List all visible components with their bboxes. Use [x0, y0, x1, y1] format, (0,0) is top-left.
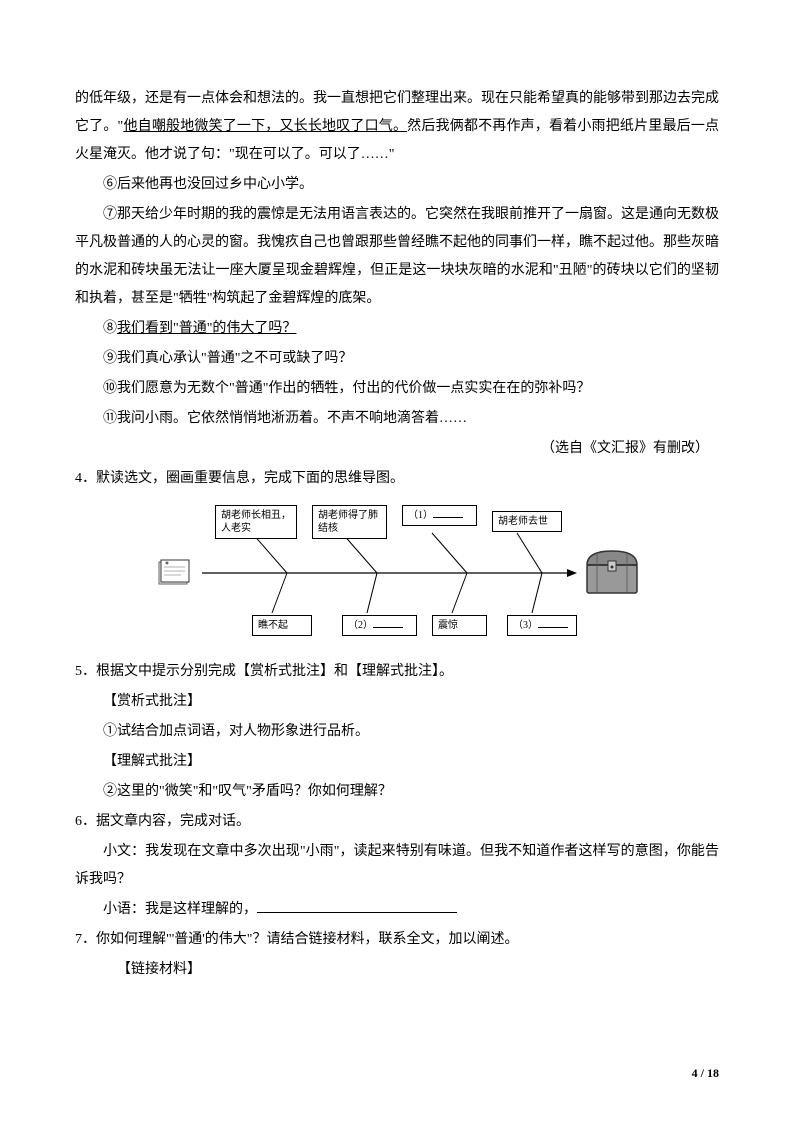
sub-text: ①试结合加点词语，对人物形象进行品析。 — [103, 724, 369, 739]
text-segment: ⑦那天给少年时期的我的震惊是无法用语言表达的。它突然在我眼前推开了一扇窗。这是通… — [75, 207, 719, 306]
question-5-sub2: ①试结合加点词语，对人物形象进行品析。 — [75, 718, 719, 746]
body-paragraph-2: ⑥后来他再也没回过乡中心小学。 — [75, 171, 719, 199]
question-text: 7．你如何理解"'普通'的伟大"？请结合链接材料，联系全文，加以阐述。 — [75, 932, 518, 947]
diagram-box-bot4: （3） — [507, 615, 577, 636]
body-paragraph-7: ⑪我问小雨。它依然悄悄地淅沥着。不声不响地滴答着…… — [75, 405, 719, 433]
question-5-sub3: 【理解式批注】 — [75, 748, 719, 776]
question-text: 6．据文章内容，完成对话。 — [75, 814, 250, 829]
blank-underline — [433, 517, 463, 518]
page-footer: 4 / 18 — [692, 1061, 719, 1085]
text-segment: ⑩我们愿意为无数个"普通"作出的牺牲，付出的代价做一点实实在在的弥补吗？ — [103, 381, 590, 396]
dialogue-text: 小文：我发现在文章中多次出现"小雨"，读起来特别有味道。但我不知道作者这样写的意… — [75, 844, 719, 887]
question-6-sub2: 小语：我是这样理解的， — [75, 896, 719, 924]
question-5: 5．根据文中提示分别完成【赏析式批注】和【理解式批注】。 — [75, 658, 719, 686]
diagram-box-top2: 胡老师得了肺结核 — [312, 505, 387, 539]
body-paragraph-6: ⑩我们愿意为无数个"普通"作出的牺牲，付出的代价做一点实实在在的弥补吗？ — [75, 375, 719, 403]
question-4: 4．默读选文，圈画重要信息，完成下面的思维导图。 — [75, 465, 719, 493]
question-5-sub4: ②这里的"微笑"和"叹气"矛盾吗？你如何理解？ — [75, 778, 719, 806]
question-text: 5．根据文中提示分别完成【赏析式批注】和【理解式批注】。 — [75, 664, 453, 679]
diagram-box-bot3: 震惊 — [432, 615, 487, 636]
num-marker: ⑧ — [103, 321, 117, 336]
sub-heading: 【链接材料】 — [117, 962, 201, 977]
text-segment: （选自《文汇报》有删改） — [541, 441, 709, 456]
diagram-box-bot1: 瞧不起 — [252, 615, 312, 636]
question-5-sub1: 【赏析式批注】 — [75, 688, 719, 716]
underlined-text: 他自嘲般地微笑了一下，又长长地叹了口气。 — [123, 119, 407, 134]
body-paragraph-1: 的低年级，还是有一点体会和想法的。我一直想把它们整理出来。现在只能希望真的能够带… — [75, 85, 719, 169]
diagram-box-top3: （1） — [402, 505, 477, 526]
note-icon — [157, 558, 192, 588]
diagram-box-top4: 胡老师去世 — [492, 511, 562, 532]
answer-blank — [257, 899, 457, 913]
page-total: 18 — [707, 1066, 719, 1080]
text-segment: ⑥后来他再也没回过乡中心小学。 — [103, 177, 313, 192]
question-7: 7．你如何理解"'普通'的伟大"？请结合链接材料，联系全文，加以阐述。 — [75, 926, 719, 954]
dialogue-text: 小语：我是这样理解的， — [103, 902, 257, 917]
blank-label: （3） — [513, 620, 538, 631]
blank-underline — [373, 627, 403, 628]
source-citation: （选自《文汇报》有删改） — [75, 435, 719, 463]
text-segment: ⑨我们真心承认"普通"之不可或缺了吗？ — [103, 351, 352, 366]
question-6-sub1: 小文：我发现在文章中多次出现"小雨"，读起来特别有味道。但我不知道作者这样写的意… — [75, 838, 719, 894]
question-6: 6．据文章内容，完成对话。 — [75, 808, 719, 836]
body-paragraph-5: ⑨我们真心承认"普通"之不可或缺了吗？ — [75, 345, 719, 373]
sub-text: ②这里的"微笑"和"叹气"矛盾吗？你如何理解？ — [103, 784, 392, 799]
treasure-chest-icon — [582, 543, 642, 598]
diagram-box-bot2: （2） — [342, 615, 417, 636]
body-paragraph-4: ⑧我们看到"普通"的伟大了吗？ — [75, 315, 719, 343]
body-paragraph-3: ⑦那天给少年时期的我的震惊是无法用语言表达的。它突然在我眼前推开了一扇窗。这是通… — [75, 201, 719, 313]
underlined-text: 我们看到"普通"的伟大了吗？ — [117, 321, 296, 336]
sub-heading: 【赏析式批注】 — [103, 694, 201, 709]
page-sep: / — [698, 1066, 707, 1080]
fishbone-diagram: 胡老师长相丑，人老实 胡老师得了肺结核 （1） 胡老师去世 瞧不起 （2） 震惊… — [147, 503, 647, 643]
fishbone-diagram-container: 胡老师长相丑，人老实 胡老师得了肺结核 （1） 胡老师去世 瞧不起 （2） 震惊… — [75, 503, 719, 643]
sub-heading: 【理解式批注】 — [103, 754, 201, 769]
fishbone-lines — [197, 528, 577, 618]
text-segment: ⑪我问小雨。它依然悄悄地淅沥着。不声不响地滴答着…… — [103, 411, 467, 426]
blank-underline — [538, 627, 568, 628]
blank-label: （2） — [348, 620, 373, 631]
blank-label: （1） — [408, 510, 433, 521]
question-text: 4．默读选文，圈画重要信息，完成下面的思维导图。 — [75, 471, 404, 486]
question-7-sub1: 【链接材料】 — [75, 956, 719, 984]
diagram-box-top1: 胡老师长相丑，人老实 — [215, 505, 297, 539]
